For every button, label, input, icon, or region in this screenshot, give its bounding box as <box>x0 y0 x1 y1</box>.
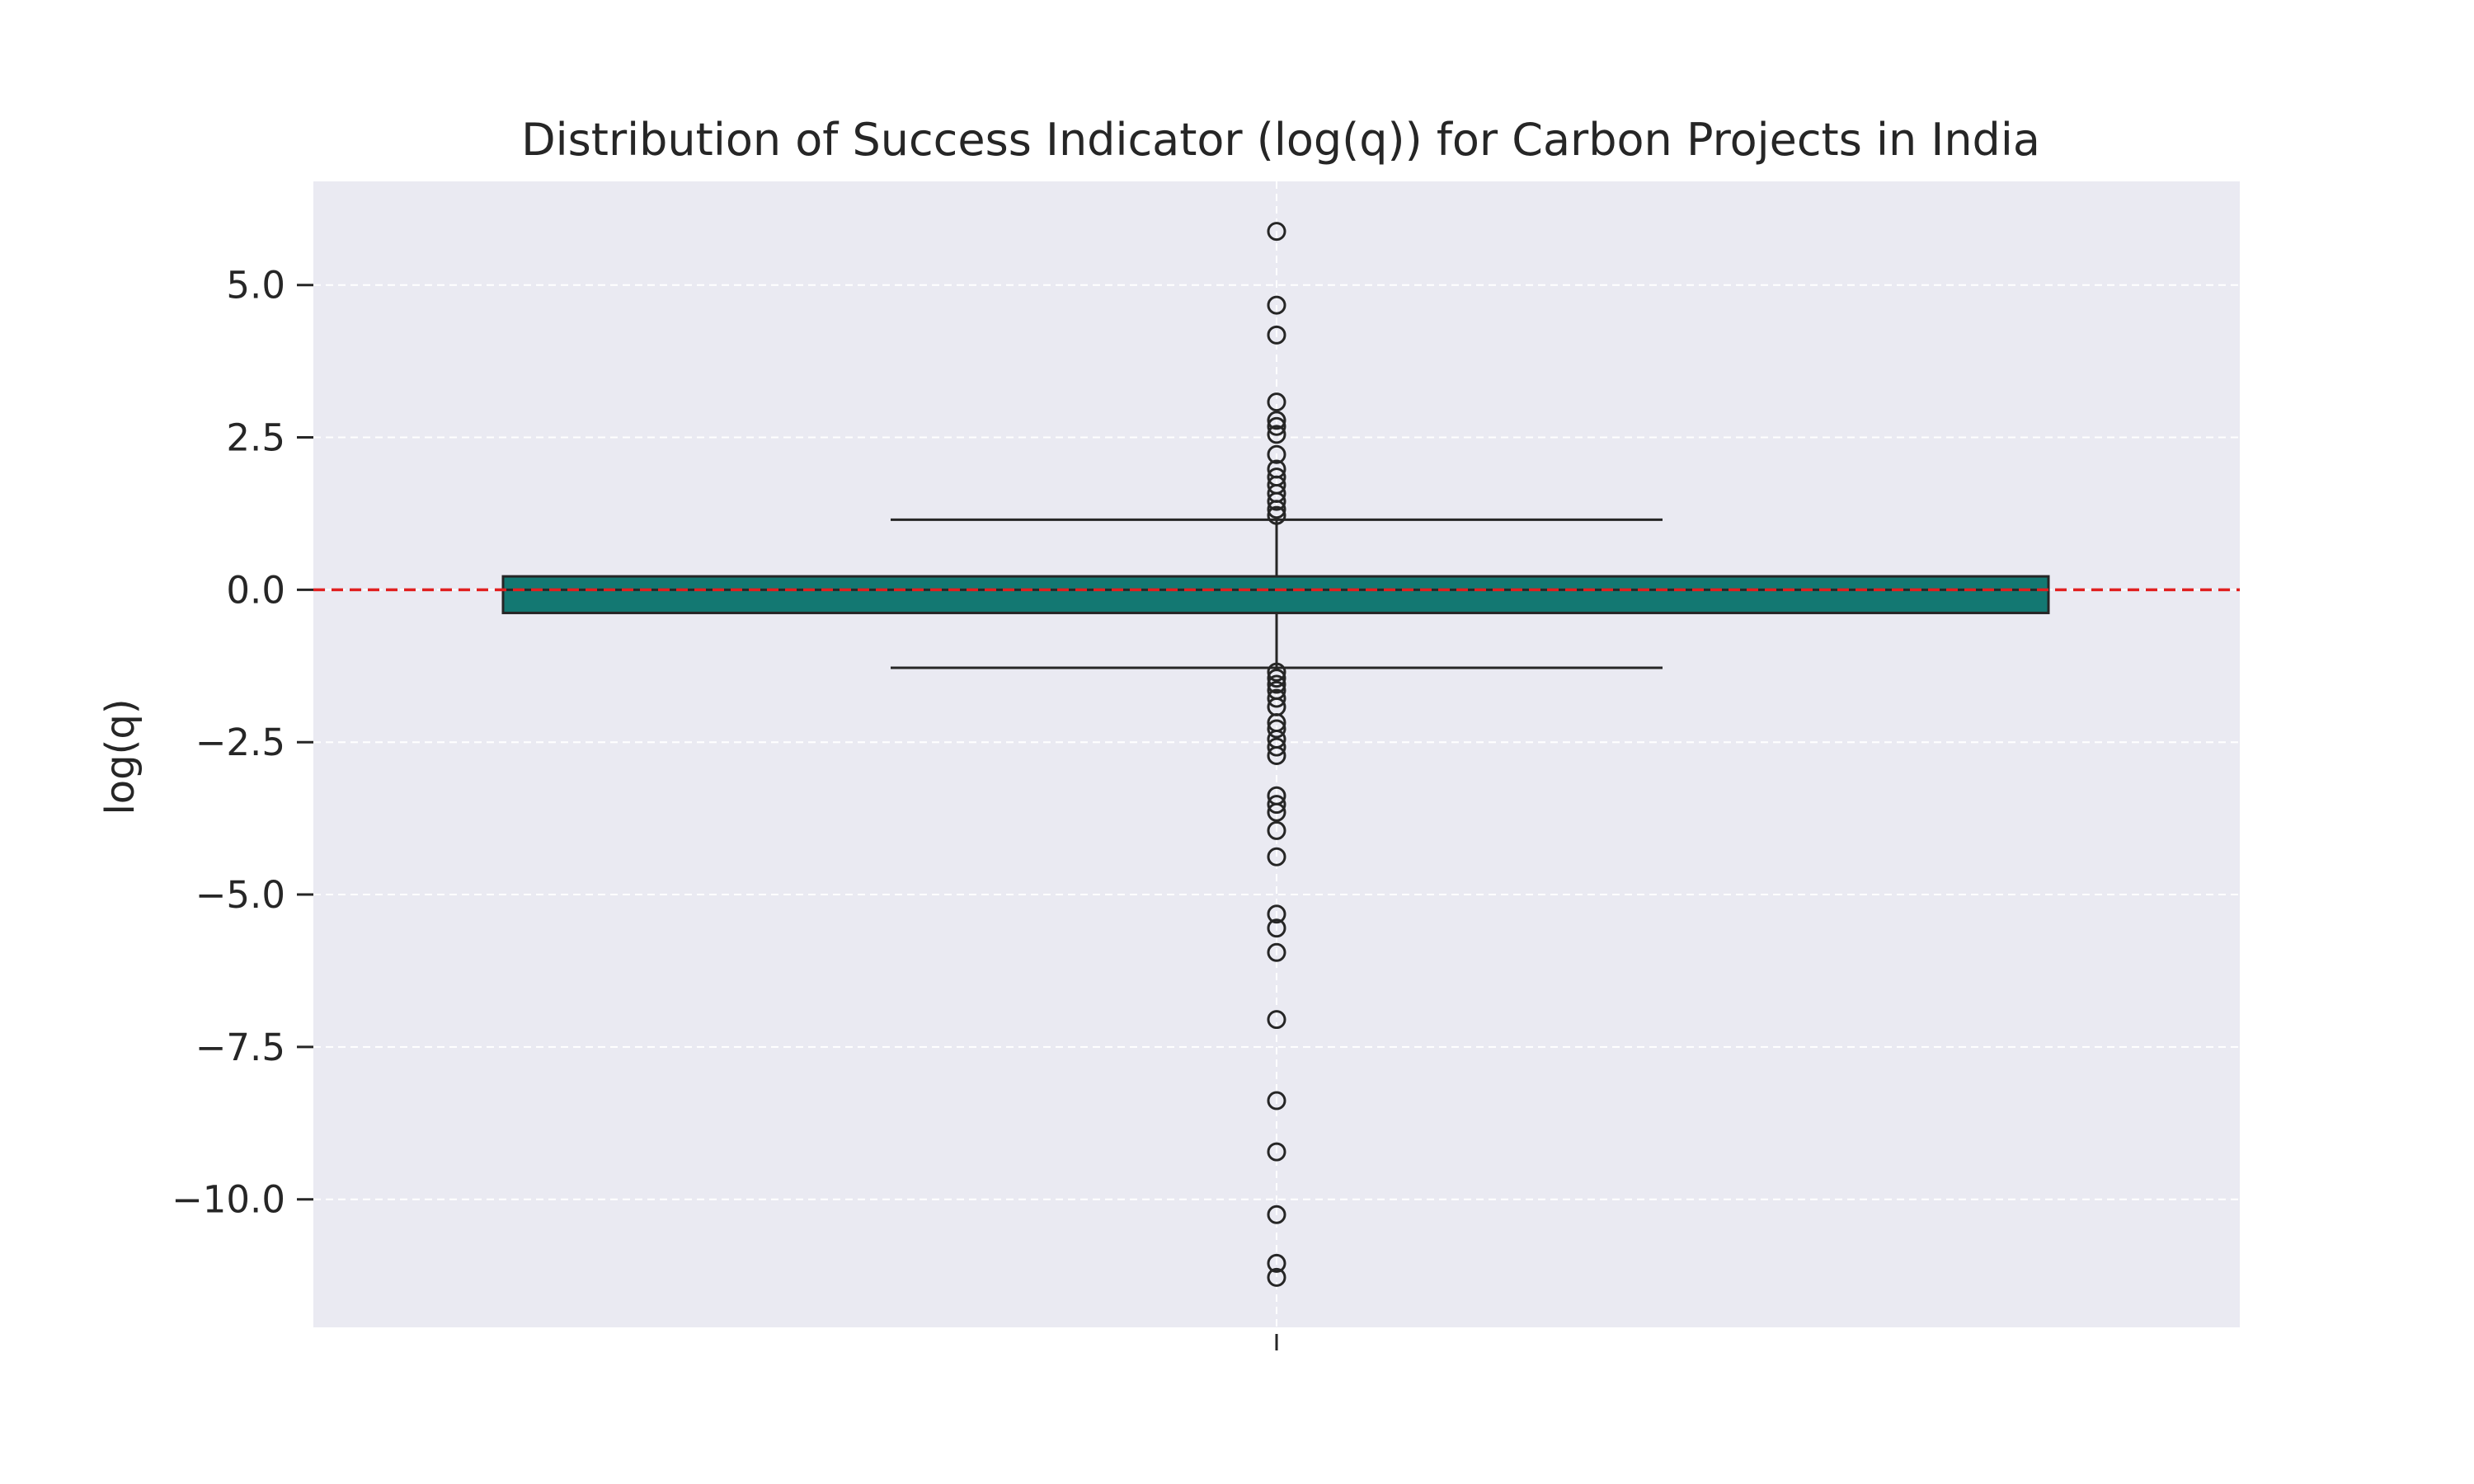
outlier-point <box>1267 505 1286 525</box>
outlier-point <box>1267 425 1286 444</box>
outlier-point <box>1267 416 1286 436</box>
y-tick-label: −5.0 <box>195 873 285 917</box>
outlier-point <box>1267 745 1286 765</box>
y-tick-label: 5.0 <box>226 264 285 308</box>
outlier-point <box>1267 669 1286 688</box>
y-tick-label: 2.5 <box>226 416 285 460</box>
iqr-box <box>501 575 2050 614</box>
outlier-point <box>1267 1253 1286 1273</box>
y-tick-label: −7.5 <box>195 1026 285 1069</box>
chart-title: Distribution of Success Indicator (log(q… <box>521 114 2040 166</box>
outlier-point <box>1267 1142 1286 1162</box>
y-axis-ticks: 5.0 2.5 0.0 −2.5 −5.0 −7.5 −10.0 <box>172 264 313 1222</box>
y-tick-label: −2.5 <box>195 721 285 764</box>
outlier-point <box>1267 1010 1286 1030</box>
outlier-point <box>1267 820 1286 840</box>
outlier-point <box>1267 737 1286 757</box>
outlier-point <box>1267 325 1286 345</box>
outlier-point <box>1267 444 1286 464</box>
y-tick-label: 0.0 <box>226 568 285 612</box>
box-plot <box>313 222 2240 1287</box>
outlier-point <box>1267 795 1286 815</box>
outlier-point <box>1267 918 1286 938</box>
outlier-point <box>1267 942 1286 962</box>
outlier-point <box>1267 295 1286 315</box>
y-axis-label: log(q) <box>97 698 143 815</box>
outlier-point <box>1267 500 1286 519</box>
outlier-point <box>1267 802 1286 822</box>
outlier-point <box>1267 719 1286 739</box>
outlier-point <box>1267 1267 1286 1287</box>
outlier-point <box>1267 491 1286 511</box>
outlier-point <box>1267 1205 1286 1224</box>
outlier-point <box>1267 688 1286 708</box>
outlier-point <box>1267 1091 1286 1111</box>
y-tick-label: −10.0 <box>172 1178 285 1222</box>
outlier-point <box>1267 392 1286 412</box>
outlier-point <box>1267 904 1286 924</box>
outlier-point <box>1267 662 1286 682</box>
outlier-point <box>1267 411 1286 430</box>
outlier-point <box>1267 222 1286 242</box>
outlier-point <box>1267 674 1286 694</box>
outlier-point <box>1267 847 1286 866</box>
